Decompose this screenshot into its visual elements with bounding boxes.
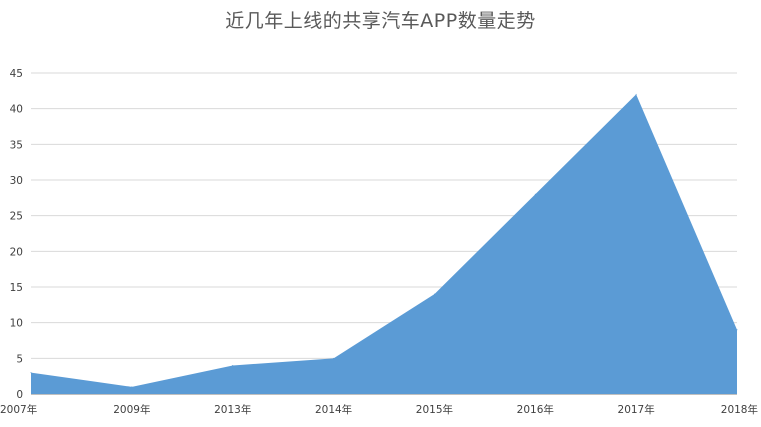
data-point [534, 193, 536, 195]
y-tick-label: 25 [10, 211, 23, 223]
data-point [333, 357, 335, 359]
x-tick-label: 2015年 [416, 403, 453, 416]
y-tick-label: 15 [10, 282, 23, 294]
x-axis-ticks: 2007年 2009年 2013年 2014年 2015年 2016年 2017年 2018年 [0, 403, 758, 416]
x-tick-label: 2016年 [517, 403, 554, 416]
y-tick-label: 10 [10, 318, 23, 330]
area-series [30, 93, 738, 395]
y-tick-label: 20 [10, 246, 23, 258]
y-tick-label: 5 [16, 353, 23, 365]
area-series-0 [31, 94, 737, 395]
data-point [232, 364, 234, 366]
x-tick-label: 2017年 [618, 403, 655, 416]
x-tick-label: 2013年 [214, 403, 251, 416]
data-point [736, 329, 738, 331]
y-axis-ticks: 0 5 10 15 20 25 30 35 40 45 [10, 68, 23, 401]
data-point [433, 293, 435, 295]
y-tick-label: 35 [10, 139, 23, 151]
data-point [30, 372, 32, 374]
chart-title: 近几年上线的共享汽车APP数量走势 [225, 10, 536, 32]
data-point [131, 386, 133, 388]
data-point [635, 93, 637, 95]
x-tick-label: 2007年 [0, 403, 37, 416]
y-tick-label: 40 [10, 104, 23, 116]
y-tick-label: 0 [16, 389, 23, 401]
x-tick-label: 2009年 [113, 403, 150, 416]
x-tick-label: 2018年 [721, 403, 758, 416]
y-tick-label: 30 [10, 175, 23, 187]
y-tick-label: 45 [10, 68, 23, 80]
x-tick-label: 2014年 [315, 403, 352, 416]
